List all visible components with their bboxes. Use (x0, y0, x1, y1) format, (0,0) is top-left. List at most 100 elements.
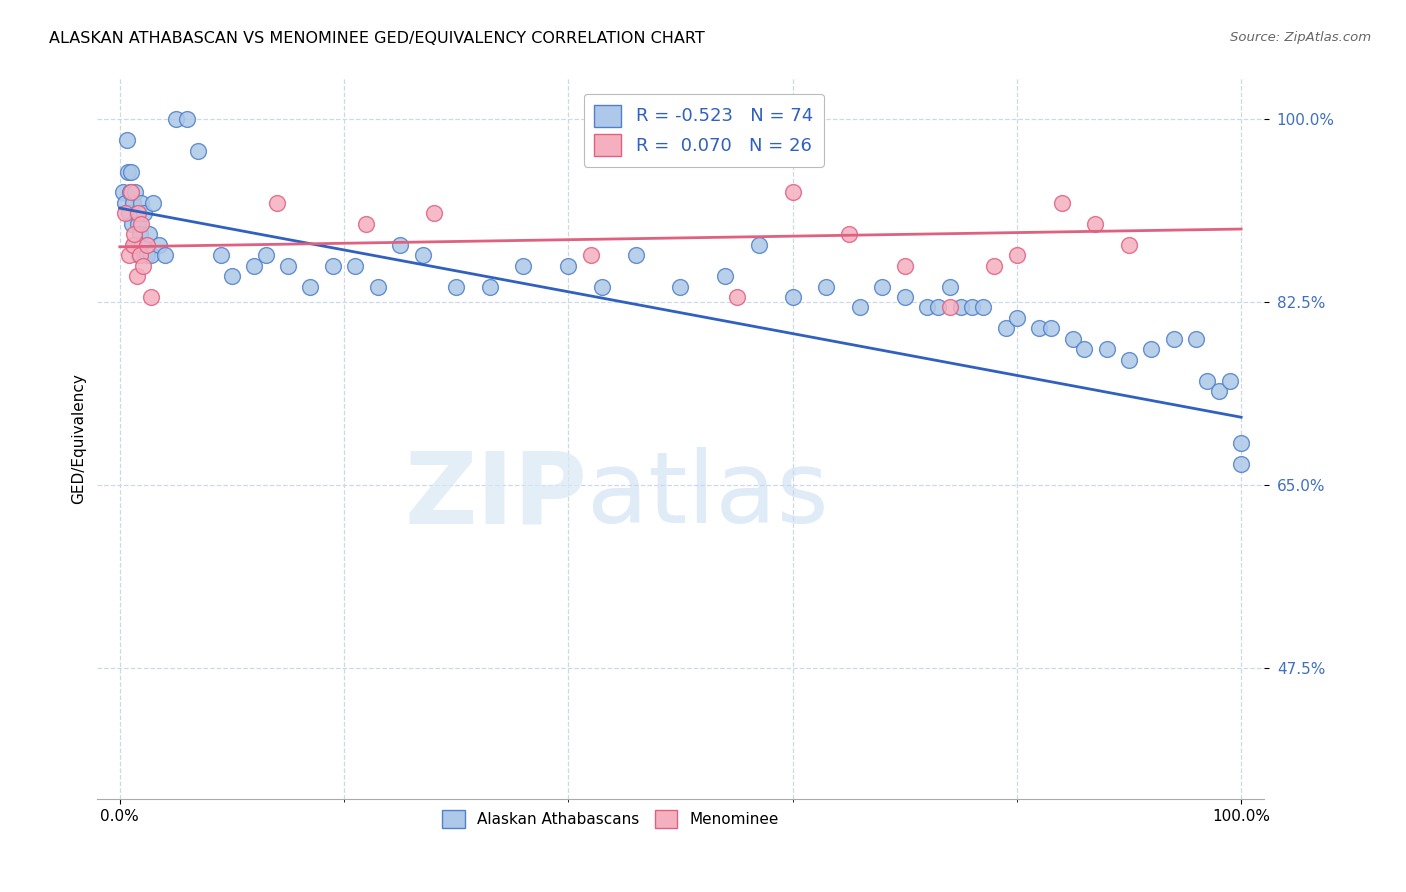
Point (782, 186, 804, 200)
Point (221, 269, 243, 284)
Point (142, 195, 165, 210)
Point (1050, 195, 1073, 210)
Text: Source: ZipAtlas.com: Source: ZipAtlas.com (1230, 31, 1371, 45)
Point (1208, 384, 1230, 398)
Point (624, 248, 647, 262)
Point (120, 186, 142, 200)
Point (124, 237, 146, 252)
Point (849, 301, 872, 315)
Point (478, 279, 501, 293)
Point (187, 144, 209, 158)
Point (148, 237, 170, 252)
Point (122, 237, 145, 252)
Point (129, 217, 152, 231)
Point (1197, 374, 1219, 388)
Point (1028, 321, 1050, 335)
Point (915, 301, 938, 315)
Point (141, 248, 163, 262)
Point (1084, 217, 1107, 231)
Point (243, 259, 266, 273)
Point (1140, 343, 1163, 357)
Point (176, 112, 198, 127)
Point (512, 259, 534, 273)
Text: atlas: atlas (588, 448, 828, 544)
Point (938, 301, 960, 315)
Point (949, 301, 972, 315)
Point (322, 259, 344, 273)
Point (815, 279, 838, 293)
Point (118, 248, 141, 262)
Point (153, 248, 176, 262)
Point (423, 206, 446, 220)
Point (748, 237, 770, 252)
Point (299, 279, 322, 293)
Point (412, 248, 434, 262)
Point (983, 259, 1005, 273)
Point (132, 259, 155, 273)
Text: ALASKAN ATHABASCAN VS MENOMINEE GED/EQUIVALENCY CORRELATION CHART: ALASKAN ATHABASCAN VS MENOMINEE GED/EQUI… (49, 31, 704, 46)
Point (1230, 436, 1253, 450)
Point (114, 195, 136, 210)
Point (389, 237, 412, 252)
Point (134, 206, 156, 220)
Point (277, 259, 299, 273)
Point (209, 248, 232, 262)
Point (266, 195, 288, 210)
Point (1118, 237, 1140, 252)
Point (356, 217, 378, 231)
Point (367, 279, 389, 293)
Y-axis label: GED/Equivalency: GED/Equivalency (72, 373, 86, 504)
Point (131, 237, 153, 252)
Point (121, 217, 143, 231)
Point (994, 321, 1017, 335)
Point (254, 248, 277, 262)
Point (135, 237, 157, 252)
Point (129, 195, 152, 210)
Point (938, 279, 960, 293)
Point (838, 227, 860, 242)
Point (893, 290, 915, 304)
Point (138, 227, 160, 242)
Point (118, 206, 141, 220)
Point (124, 186, 146, 200)
Point (120, 164, 142, 178)
Point (872, 279, 894, 293)
Legend: Alaskan Athabascans, Menominee: Alaskan Athabascans, Menominee (436, 804, 785, 835)
Point (141, 290, 163, 304)
Point (114, 206, 136, 220)
Point (127, 217, 149, 231)
Point (1185, 332, 1208, 346)
Point (725, 290, 748, 304)
Text: ZIP: ZIP (405, 448, 588, 544)
Point (125, 206, 148, 220)
Point (122, 195, 145, 210)
Point (1005, 310, 1028, 325)
Point (782, 290, 804, 304)
Point (117, 164, 139, 178)
Point (127, 206, 149, 220)
Point (557, 259, 579, 273)
Point (125, 269, 148, 284)
Point (129, 227, 152, 242)
Point (893, 259, 915, 273)
Point (128, 248, 150, 262)
Point (1062, 332, 1084, 346)
Point (115, 133, 138, 147)
Point (118, 186, 141, 200)
Point (1118, 352, 1140, 367)
Point (129, 248, 152, 262)
Point (344, 259, 367, 273)
Point (165, 112, 187, 127)
Point (1005, 248, 1028, 262)
Point (591, 279, 613, 293)
Point (1039, 321, 1062, 335)
Point (112, 186, 135, 200)
Point (1163, 332, 1185, 346)
Point (1230, 457, 1253, 471)
Point (124, 227, 146, 242)
Point (1219, 374, 1241, 388)
Point (714, 269, 737, 284)
Point (927, 301, 949, 315)
Point (579, 248, 602, 262)
Point (1095, 343, 1118, 357)
